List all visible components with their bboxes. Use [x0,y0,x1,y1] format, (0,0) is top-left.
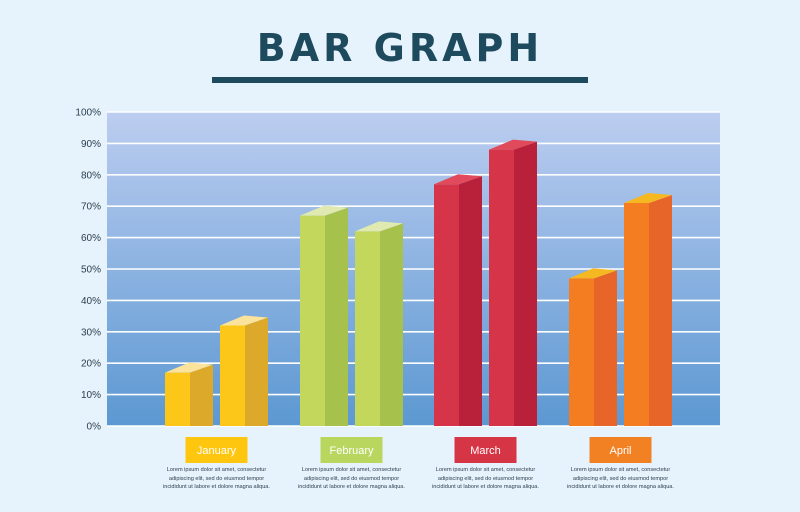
y-tick-label: 40% [81,296,101,307]
bar-side-face [380,223,403,426]
bar-side-face [245,317,268,426]
category-caption: Lorem ipsum dolor sit amet, consectetur … [298,467,405,490]
bar-front-face [434,184,459,426]
chart-title: BAR GRAPH [256,26,544,70]
y-tick-label: 50% [81,265,101,276]
bar-top-face [434,174,482,185]
bar-top-face [355,221,403,232]
bar-april-2 [624,193,672,426]
bar-front-face [165,372,190,426]
bar-top-face [300,205,348,216]
category-caption: Lorem ipsum dolor sit amet, consectetur … [567,467,674,490]
bar-side-face [514,141,537,426]
bar-front-face [355,231,380,426]
y-tick-label: 60% [81,233,101,244]
bar-side-face [594,270,617,426]
category-caption: Lorem ipsum dolor sit amet, consectetur … [432,467,539,490]
bar-front-face [569,278,594,426]
bar-front-face [300,215,325,426]
y-tick-label: 20% [81,359,101,370]
y-tick-label: 70% [81,202,101,213]
bar-april-1 [569,268,617,426]
bar-front-face [624,203,649,426]
category-label-text: January [197,445,237,457]
category-label-box [589,437,652,463]
bar-february-2 [355,221,403,426]
y-tick-label: 30% [81,327,101,338]
bar-top-face [624,193,672,204]
y-tick-label: 100% [75,108,101,119]
y-tick-label: 80% [81,170,101,181]
bar-top-face [220,315,268,326]
category-label-text: February [329,445,374,457]
bar-front-face [220,325,245,426]
bar-side-face [649,195,672,426]
category-label-box [454,437,517,463]
bar-top-face [489,139,537,150]
bar-march-2 [489,139,537,426]
bar-january-1 [165,362,213,426]
y-tick-label: 0% [87,422,102,433]
y-tick-label: 90% [81,139,101,150]
bar-february-1 [300,205,348,426]
bar-side-face [325,207,348,426]
category-label-text: March [470,445,501,457]
y-tick-label: 10% [81,390,101,401]
category-label-box [185,437,248,463]
category-label-text: April [609,445,631,457]
bar-top-face [165,362,213,373]
bar-side-face [190,364,213,426]
bar-front-face [489,149,514,426]
category-label-april: April [589,437,652,463]
bar-january-2 [220,315,268,426]
category-label-march: March [454,437,517,463]
bar-march-1 [434,174,482,426]
category-caption: Lorem ipsum dolor sit amet, consectetur … [163,467,270,490]
bar-side-face [459,176,482,426]
category-label-january: January [185,437,248,463]
category-label-february: February [320,437,383,463]
title-underline [212,77,588,83]
bar-top-face [569,268,617,279]
category-label-box [320,437,383,463]
